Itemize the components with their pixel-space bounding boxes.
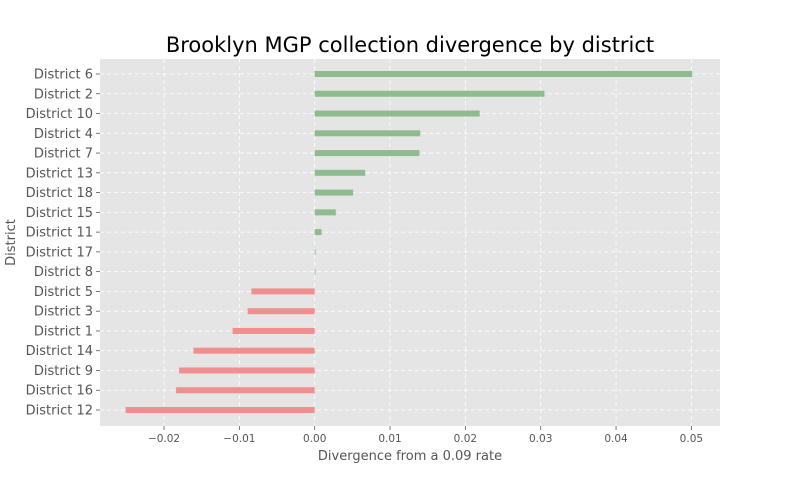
x-axis-label: Divergence from a 0.09 rate [318,449,502,464]
x-tick-label: −0.02 [148,433,180,445]
y-tick-label: District 13 [26,166,93,181]
x-tick-label: 0.00 [303,433,326,445]
y-tick-label: District 11 [26,226,93,241]
y-tick-label: District 17 [26,245,93,260]
bar [193,347,315,354]
bar [314,150,420,157]
bar [314,110,480,117]
y-tick-label: District 9 [34,364,93,379]
y-tick-label: District 10 [26,107,93,122]
y-tick-label: District 15 [26,206,93,221]
bar [179,367,315,374]
y-tick-label: District 14 [26,344,93,359]
bar [247,308,315,315]
y-tick-label: District 7 [34,147,93,162]
chart-title: Brooklyn MGP collection divergence by di… [166,33,654,57]
x-ticks: −0.02 −0.01 0.00 0.01 0.02 0.03 0.04 0.05 [148,426,703,445]
bar [176,387,315,394]
y-tick-label: District 6 [34,68,93,83]
x-tick-label: −0.01 [223,433,255,445]
bar [314,268,316,275]
y-tick-label: District 16 [26,384,93,399]
y-tick-label: District 5 [34,285,93,300]
bar [251,288,315,295]
x-tick-label: 0.05 [680,433,703,445]
y-tick-label: District 1 [34,324,93,339]
bar [314,248,316,255]
y-ticks: District 6 District 2 District 10 District … [26,68,100,419]
x-tick-label: 0.02 [454,433,477,445]
bar [232,327,315,334]
y-tick-label: District 4 [34,127,93,142]
bar [314,130,421,137]
y-tick-label: District 18 [26,186,93,201]
bar [314,169,366,176]
bar [314,189,354,196]
bars [125,71,693,413]
bar [314,229,322,236]
bar [314,209,336,216]
x-tick-label: 0.04 [604,433,628,445]
y-tick-label: District 2 [34,87,93,102]
bar [125,407,315,413]
plot-background [100,59,720,426]
bar [314,71,693,77]
y-tick-label: District 12 [26,404,93,419]
x-tick-label: 0.01 [378,433,401,445]
y-axis-label: District [4,219,19,266]
y-tick-label: District 3 [34,305,93,320]
x-tick-label: 0.03 [529,433,552,445]
y-tick-label: District 8 [34,265,93,280]
bar [314,90,545,97]
